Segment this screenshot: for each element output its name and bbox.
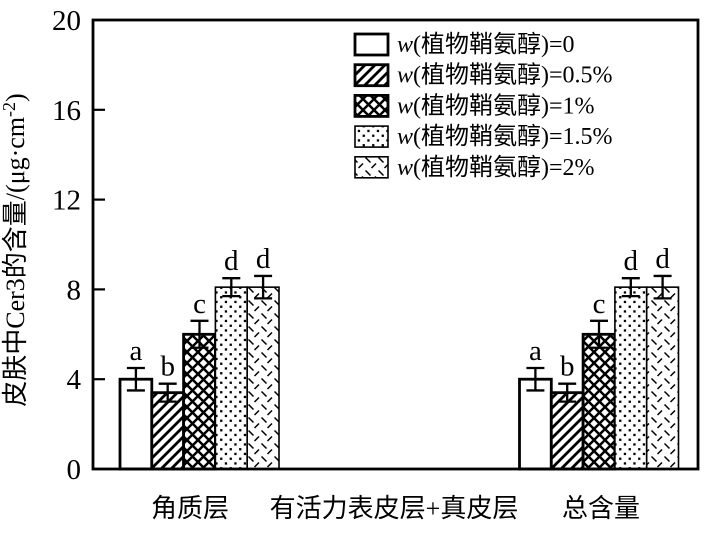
error-bar-s3-c0 — [222, 277, 241, 298]
legend-label-1: w(植物鞘氨醇)=0.5% — [397, 62, 613, 89]
error-bar-s1-c2 — [558, 382, 577, 403]
sig-letter-s3-c0: d — [224, 245, 239, 277]
sig-letter-s1-c2: b — [560, 351, 575, 383]
y-tick-label-16: 16 — [52, 95, 81, 127]
error-bar-s4-c2 — [653, 274, 672, 300]
error-bar-s2-c2 — [590, 319, 608, 349]
error-bar-s0-c2 — [526, 366, 545, 392]
error-bar-s1-c0 — [158, 382, 177, 403]
legend-swatch-4 — [354, 156, 389, 179]
bar-s3-c2 — [614, 286, 648, 470]
x-category-label-2: 总含量 — [562, 494, 640, 523]
y-axis-title: 皮肤中Cer3的含量/(μg·cm-2) — [0, 93, 30, 406]
bar-s4-c0 — [246, 286, 280, 470]
legend-label-0: w(植物鞘氨醇)=0 — [397, 31, 575, 58]
axes-layer: 0 4 8 12 16 20 角质层 有活力表皮层+真皮层 总含量 皮肤中Cer3的含量/(μg·… — [0, 5, 700, 523]
bar-s0-c0 — [118, 377, 154, 471]
bar-s1-c0 — [150, 391, 186, 471]
bar-s1-c2 — [549, 391, 585, 471]
plot-border — [91, 18, 700, 471]
sig-letter-s2-c2: c — [593, 288, 606, 320]
sig-letter-s4-c0: d — [256, 243, 271, 275]
y-tick-label-0: 0 — [67, 454, 82, 486]
sig-letter-s2-c0: c — [193, 288, 206, 320]
error-bar-s4-c0 — [254, 274, 273, 300]
bars-layer: a ab bc cd dd d — [118, 243, 680, 471]
bar-s2-c0 — [182, 332, 217, 471]
sig-letter-s1-c0: b — [160, 351, 175, 383]
y-tick-label-4: 4 — [67, 364, 82, 396]
legend-label-2: w(植物鞘氨醇)=1% — [397, 92, 595, 119]
error-bar-s2-c0 — [190, 319, 209, 349]
legend-label-3: w(植物鞘氨醇)=1.5% — [397, 123, 613, 150]
x-category-label-1: 有活力表皮层+真皮层 — [270, 494, 519, 523]
y-tick-label-20: 20 — [52, 5, 81, 37]
bar-s0-c2 — [518, 377, 553, 471]
y-tick-label-12: 12 — [52, 185, 81, 217]
error-bar-s0-c0 — [126, 366, 145, 392]
bar-s4-c2 — [645, 286, 680, 470]
y-tick-label-8: 8 — [67, 274, 82, 306]
sig-letter-s3-c2: d — [624, 245, 639, 277]
legend-swatch-0 — [353, 32, 390, 57]
legend-swatch-2 — [353, 94, 390, 118]
legend-label-4: w(植物鞘氨醇)=2% — [397, 154, 595, 181]
x-category-label-0: 角质层 — [151, 494, 229, 523]
legend: w(植物鞘氨醇)=0 w(植物鞘氨醇)=0.5% w(植物鞘氨醇)=1% w(植物鞘氨… — [353, 31, 613, 181]
bar-s2-c2 — [581, 332, 617, 471]
sig-letter-s0-c2: a — [529, 335, 542, 367]
sig-letter-s0-c0: a — [129, 335, 142, 367]
error-bar-s3-c2 — [621, 277, 640, 298]
legend-swatch-1 — [353, 63, 390, 88]
sig-letter-s4-c2: d — [655, 243, 670, 275]
legend-swatch-3 — [354, 125, 389, 148]
bar-s3-c0 — [214, 286, 248, 470]
